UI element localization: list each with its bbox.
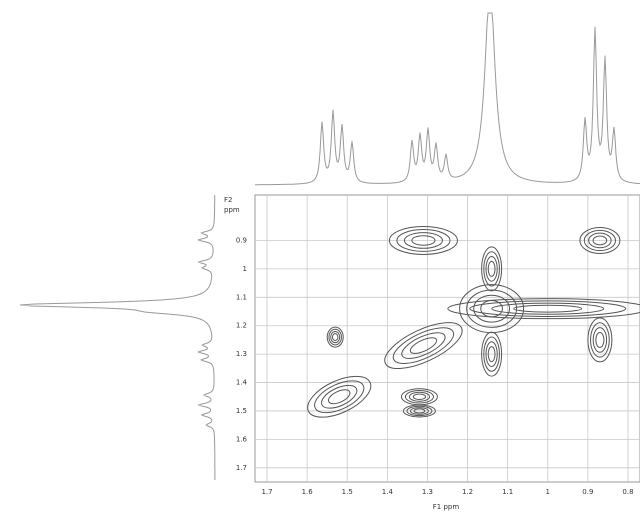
y-tick-label: 0.9 xyxy=(236,236,247,244)
y-axis-label: ppm xyxy=(224,206,240,214)
contour-ring xyxy=(388,225,458,255)
contour-ring xyxy=(473,294,511,323)
y-tick-label: 1 xyxy=(243,265,247,273)
x-tick-label: 1.3 xyxy=(422,488,433,496)
contour-ring xyxy=(513,304,583,313)
x-axis-label: F1 ppm xyxy=(433,503,460,511)
x-tick-label: 1.4 xyxy=(382,488,394,496)
contour-ring xyxy=(314,380,365,414)
contour-ring xyxy=(466,289,518,328)
contour-ring xyxy=(487,346,496,363)
contour-ring xyxy=(326,326,344,348)
plot-frame xyxy=(254,194,640,483)
y-tick-label: 1.7 xyxy=(236,464,247,472)
y-tick-label: 1.6 xyxy=(236,435,248,443)
contour-ring xyxy=(321,384,358,409)
contour-ring xyxy=(485,256,498,282)
contour-ring xyxy=(330,330,341,344)
contour-ring xyxy=(400,388,438,406)
contour-ring xyxy=(590,322,610,358)
contour-ring xyxy=(481,331,503,377)
contour-ring xyxy=(592,235,608,246)
contour-ring xyxy=(579,226,621,254)
contour-ring xyxy=(307,375,372,418)
contour-ring xyxy=(384,322,463,370)
contour-ring xyxy=(595,331,605,348)
contour-ring xyxy=(413,408,426,414)
contour-ring xyxy=(412,393,427,400)
contour-ring xyxy=(403,232,443,249)
y-tick-label: 1.4 xyxy=(236,379,248,387)
contour-ring xyxy=(483,336,500,372)
x-tick-label: 1.6 xyxy=(302,488,314,496)
contour-ring xyxy=(469,300,627,317)
y-tick-label: 1.1 xyxy=(236,293,247,301)
contour-ring xyxy=(583,229,616,252)
x-tick-label: 1.5 xyxy=(342,488,353,496)
y-axis-label: F2 xyxy=(224,196,232,204)
y-tick-label: 1.3 xyxy=(236,350,247,358)
contour-ring xyxy=(485,341,498,367)
contour-ring xyxy=(404,390,434,404)
contour-ring xyxy=(327,389,351,405)
contour-ring xyxy=(328,328,342,346)
contour-ring xyxy=(481,246,503,292)
contour-ring xyxy=(392,327,455,364)
x-tick-label: 1.2 xyxy=(462,488,473,496)
contour-ring xyxy=(491,302,605,315)
y-tick-label: 1.5 xyxy=(236,407,247,415)
x-tick-label: 1.7 xyxy=(261,488,272,496)
x-tick-label: 0.8 xyxy=(622,488,633,496)
x-tick-label: 1 xyxy=(546,488,550,496)
y-tick-label: 1.2 xyxy=(236,322,247,330)
contour-ring xyxy=(406,405,433,417)
contour-ring xyxy=(402,404,436,418)
f2-projection xyxy=(19,195,216,480)
contour-ring xyxy=(447,298,640,320)
contour-ring xyxy=(587,317,613,363)
contour-ring xyxy=(459,284,525,334)
contour-ring xyxy=(409,337,438,354)
f1-projection xyxy=(255,12,640,186)
contour-ring xyxy=(592,327,608,353)
contour-ring xyxy=(487,260,496,277)
contour-ring xyxy=(331,333,339,341)
contour-ring xyxy=(483,251,500,287)
contour-ring xyxy=(411,235,436,246)
contour-ring xyxy=(396,229,451,252)
contour-ring xyxy=(588,232,612,249)
contour-ring xyxy=(401,332,446,359)
contour-ring xyxy=(408,391,431,402)
x-tick-label: 0.9 xyxy=(582,488,593,496)
contour-ring xyxy=(409,407,429,415)
x-tick-label: 1.1 xyxy=(502,488,513,496)
